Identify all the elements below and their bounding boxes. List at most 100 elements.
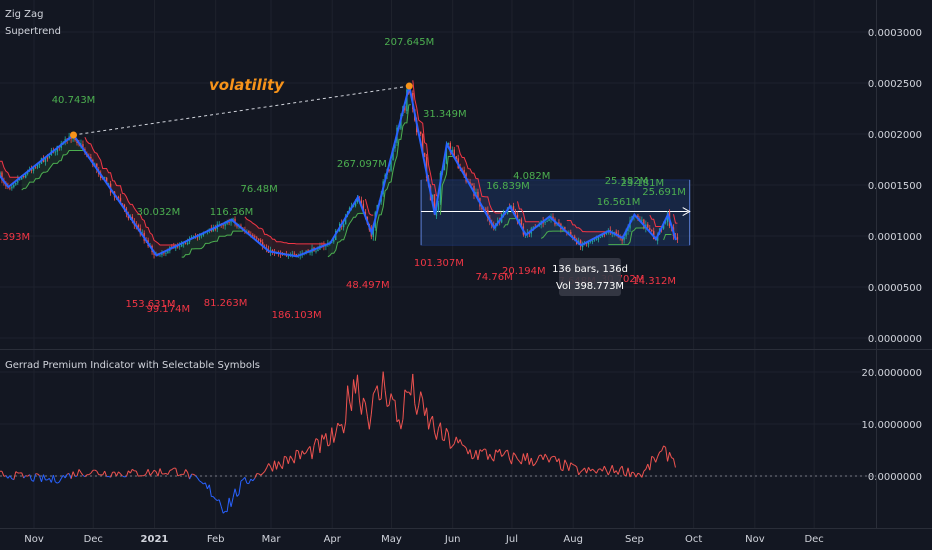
candle-body[interactable]: [232, 218, 234, 221]
candle-body[interactable]: [453, 149, 455, 157]
candle-body[interactable]: [579, 240, 582, 247]
date-range-measure[interactable]: [420, 179, 691, 246]
candle-body[interactable]: [404, 105, 406, 111]
candle-body[interactable]: [163, 252, 165, 254]
candle-body[interactable]: [24, 174, 27, 178]
candle-body[interactable]: [558, 222, 560, 225]
candle-body[interactable]: [421, 133, 424, 153]
candle-body[interactable]: [651, 230, 653, 232]
candle-body[interactable]: [360, 200, 363, 204]
candle-body[interactable]: [1, 172, 3, 181]
candle-body[interactable]: [234, 218, 236, 224]
candle-body[interactable]: [230, 221, 232, 223]
pivot-marker[interactable]: [405, 82, 413, 90]
candle-body[interactable]: [165, 252, 167, 254]
candle-body[interactable]: [123, 204, 126, 209]
candle-body[interactable]: [647, 224, 649, 228]
candle-body[interactable]: [30, 169, 33, 171]
candle-body[interactable]: [589, 241, 592, 242]
candle-body[interactable]: [325, 245, 327, 247]
candle-body[interactable]: [591, 240, 594, 242]
candle-body[interactable]: [175, 247, 177, 249]
candle-body[interactable]: [190, 237, 193, 238]
candle-body[interactable]: [477, 191, 479, 199]
candle-body[interactable]: [518, 219, 521, 222]
candle-body[interactable]: [623, 236, 625, 241]
candle-body[interactable]: [181, 244, 183, 247]
candle-body[interactable]: [419, 131, 422, 135]
volatility-annotation[interactable]: volatility: [209, 76, 285, 94]
candle-body[interactable]: [295, 254, 297, 256]
candle-body[interactable]: [315, 250, 317, 252]
candle-body[interactable]: [44, 157, 47, 162]
candle-body[interactable]: [36, 164, 39, 168]
candle-body[interactable]: [431, 194, 434, 200]
candle-body[interactable]: [362, 203, 365, 213]
candle-body[interactable]: [54, 151, 56, 153]
candle-body[interactable]: [546, 221, 548, 222]
candle-body[interactable]: [392, 147, 394, 160]
candle-body[interactable]: [443, 163, 446, 171]
zigzag-polyline[interactable]: [0, 85, 677, 258]
candle-body[interactable]: [46, 157, 49, 159]
candle-body[interactable]: [214, 227, 216, 230]
candle-body[interactable]: [552, 216, 554, 220]
candle-body[interactable]: [117, 196, 120, 198]
candle-body[interactable]: [119, 197, 122, 204]
candle-body[interactable]: [224, 224, 226, 226]
candle-body[interactable]: [200, 235, 203, 237]
candle-body[interactable]: [514, 211, 517, 216]
candle-body[interactable]: [423, 153, 426, 158]
candle-body[interactable]: [587, 241, 590, 245]
candle-body[interactable]: [103, 177, 106, 179]
candle-body[interactable]: [260, 239, 262, 243]
candle-body[interactable]: [184, 242, 187, 244]
candle-body[interactable]: [80, 143, 82, 145]
candle-body[interactable]: [222, 224, 224, 226]
candle-body[interactable]: [356, 198, 359, 203]
pivot-marker[interactable]: [70, 131, 77, 139]
candle-body[interactable]: [603, 234, 606, 236]
candle-body[interactable]: [605, 232, 608, 235]
candle-body[interactable]: [664, 222, 667, 224]
candle-body[interactable]: [212, 227, 214, 232]
candle-body[interactable]: [585, 243, 588, 245]
candle-body[interactable]: [599, 236, 602, 238]
candle-body[interactable]: [344, 215, 347, 225]
candle-body[interactable]: [258, 239, 260, 241]
candle-body[interactable]: [186, 242, 189, 245]
candle-body[interactable]: [177, 246, 179, 248]
candle-body[interactable]: [254, 236, 256, 238]
zigzag-line[interactable]: [0, 82, 677, 258]
candle-body[interactable]: [21, 176, 23, 180]
candle-body[interactable]: [38, 163, 41, 165]
candle-body[interactable]: [451, 149, 453, 153]
candle-body[interactable]: [641, 219, 643, 221]
candle-body[interactable]: [471, 183, 473, 186]
candle-body[interactable]: [406, 89, 408, 112]
candle-body[interactable]: [198, 236, 201, 238]
candle-body[interactable]: [487, 210, 489, 219]
candle-body[interactable]: [354, 201, 357, 206]
candle-body[interactable]: [141, 232, 143, 234]
candle-body[interactable]: [621, 237, 623, 241]
candle-body[interactable]: [137, 225, 139, 228]
volatility-trendline[interactable]: [73, 85, 410, 136]
candle-body[interactable]: [463, 169, 465, 175]
candle-body[interactable]: [0, 172, 1, 177]
candle-body[interactable]: [435, 209, 438, 216]
candle-body[interactable]: [23, 176, 25, 178]
candle-body[interactable]: [528, 233, 530, 235]
candle-body[interactable]: [388, 169, 390, 171]
candle-body[interactable]: [32, 167, 35, 171]
candle-body[interactable]: [15, 182, 17, 185]
candle-body[interactable]: [425, 157, 428, 178]
candle-body[interactable]: [226, 222, 228, 224]
candle-body[interactable]: [182, 243, 185, 245]
candle-body[interactable]: [291, 253, 293, 255]
candle-body[interactable]: [601, 234, 604, 237]
candle-body[interactable]: [82, 144, 84, 150]
candle-body[interactable]: [512, 206, 515, 211]
candle-body[interactable]: [159, 255, 161, 257]
